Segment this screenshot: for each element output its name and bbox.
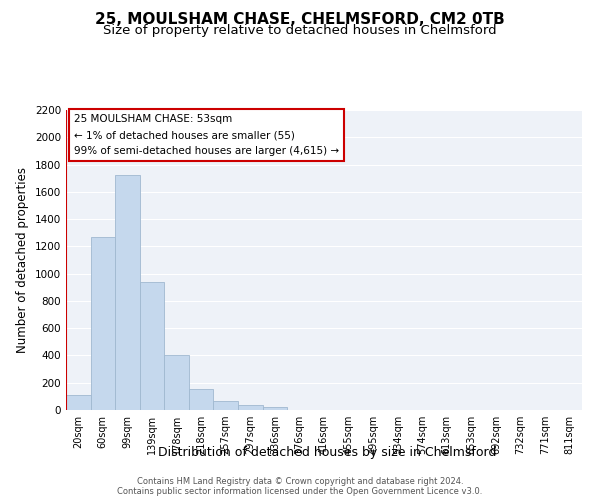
Bar: [214, 401, 238, 410]
Text: Size of property relative to detached houses in Chelmsford: Size of property relative to detached ho…: [103, 24, 497, 37]
Bar: [164, 355, 189, 410]
Bar: [140, 282, 164, 410]
Bar: [115, 176, 140, 410]
Text: Contains public sector information licensed under the Open Government Licence v3: Contains public sector information licen…: [118, 486, 482, 496]
Y-axis label: Number of detached properties: Number of detached properties: [16, 167, 29, 353]
Text: Contains HM Land Registry data © Crown copyright and database right 2024.: Contains HM Land Registry data © Crown c…: [137, 476, 463, 486]
Text: 25 MOULSHAM CHASE: 53sqm
← 1% of detached houses are smaller (55)
99% of semi-de: 25 MOULSHAM CHASE: 53sqm ← 1% of detache…: [74, 114, 339, 156]
Text: Distribution of detached houses by size in Chelmsford: Distribution of detached houses by size …: [158, 446, 496, 459]
Bar: [238, 404, 263, 410]
Bar: [91, 237, 115, 410]
Bar: [66, 395, 91, 410]
Text: 25, MOULSHAM CHASE, CHELMSFORD, CM2 0TB: 25, MOULSHAM CHASE, CHELMSFORD, CM2 0TB: [95, 12, 505, 28]
Bar: [189, 389, 214, 410]
Bar: [263, 406, 287, 410]
